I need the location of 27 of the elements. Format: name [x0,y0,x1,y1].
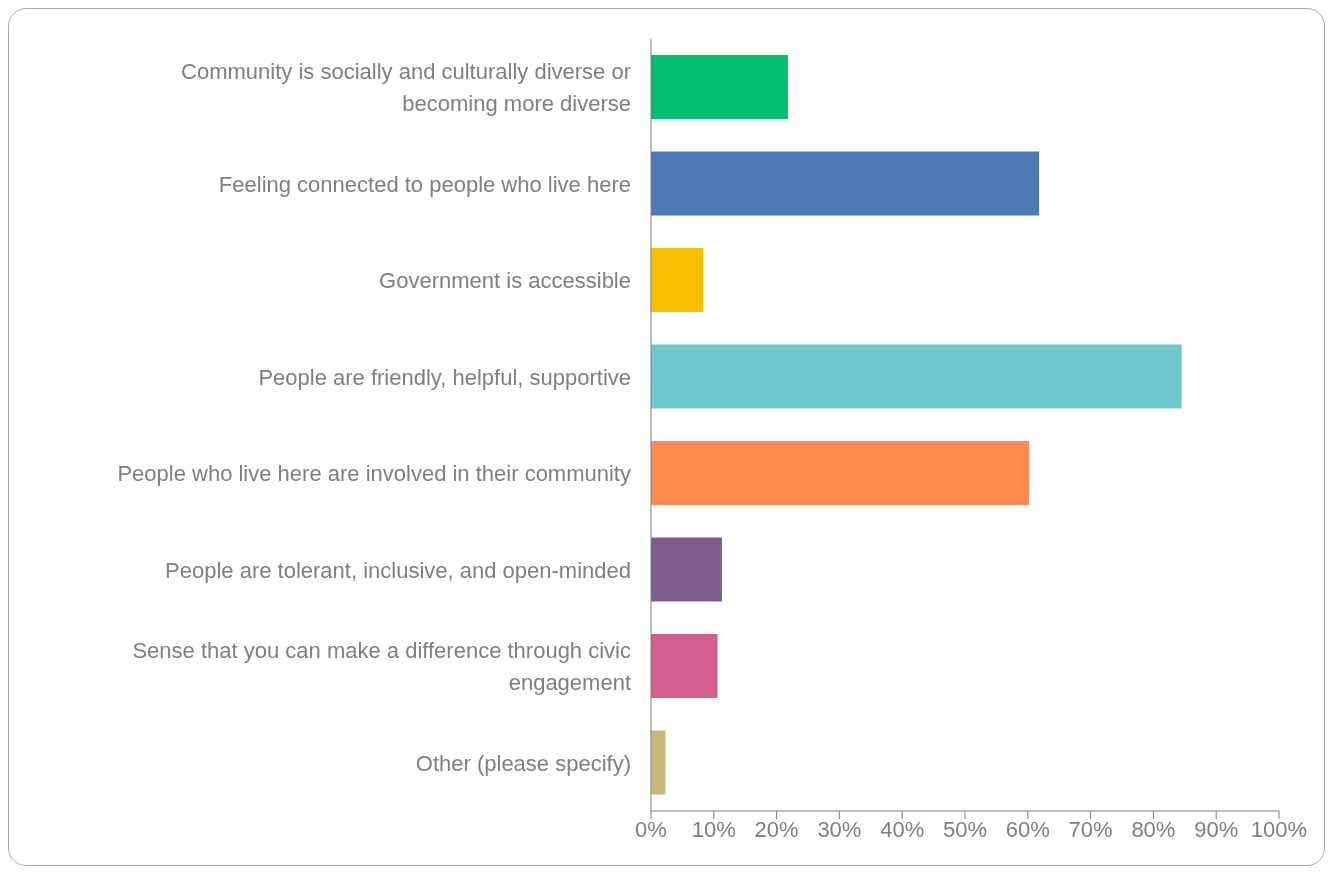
x-tick-label: 40% [880,816,925,842]
bar [651,55,788,119]
x-tick-label: 100% [1250,816,1308,842]
bar [651,537,722,602]
x-tick-label: 90% [1194,816,1239,842]
x-tick-label: 30% [817,816,862,842]
x-tick-label: 20% [754,816,799,842]
bar [651,730,666,795]
y-tick-label: Government is accessible [379,267,631,293]
x-tick-label: 60% [1005,816,1050,842]
y-tick-label: People are tolerant, inclusive, and open-minded [165,557,631,583]
y-tick-label: Other (please specify) [415,750,631,776]
x-tick-label: 80% [1131,816,1176,842]
bar [651,248,704,312]
y-tick-label: Feeling connected to people who live here [218,171,631,197]
x-tick-label: 10% [691,816,736,842]
y-tick-label: Community is socially and culturally diverse or becoming more diverse [181,58,631,116]
bar [651,344,1182,409]
bar [651,441,1030,505]
y-tick-label: Sense that you can make a difference through civic engagement [132,637,631,695]
y-tick-label: People are friendly, helpful, supportive [258,364,631,390]
x-tick-label: 70% [1068,816,1113,842]
y-tick-label: People who live here are involved in their community [117,460,631,486]
x-tick-label: 0% [635,816,667,842]
x-tick-label: 50% [942,816,988,842]
bar [651,151,1040,216]
bar [651,634,718,698]
